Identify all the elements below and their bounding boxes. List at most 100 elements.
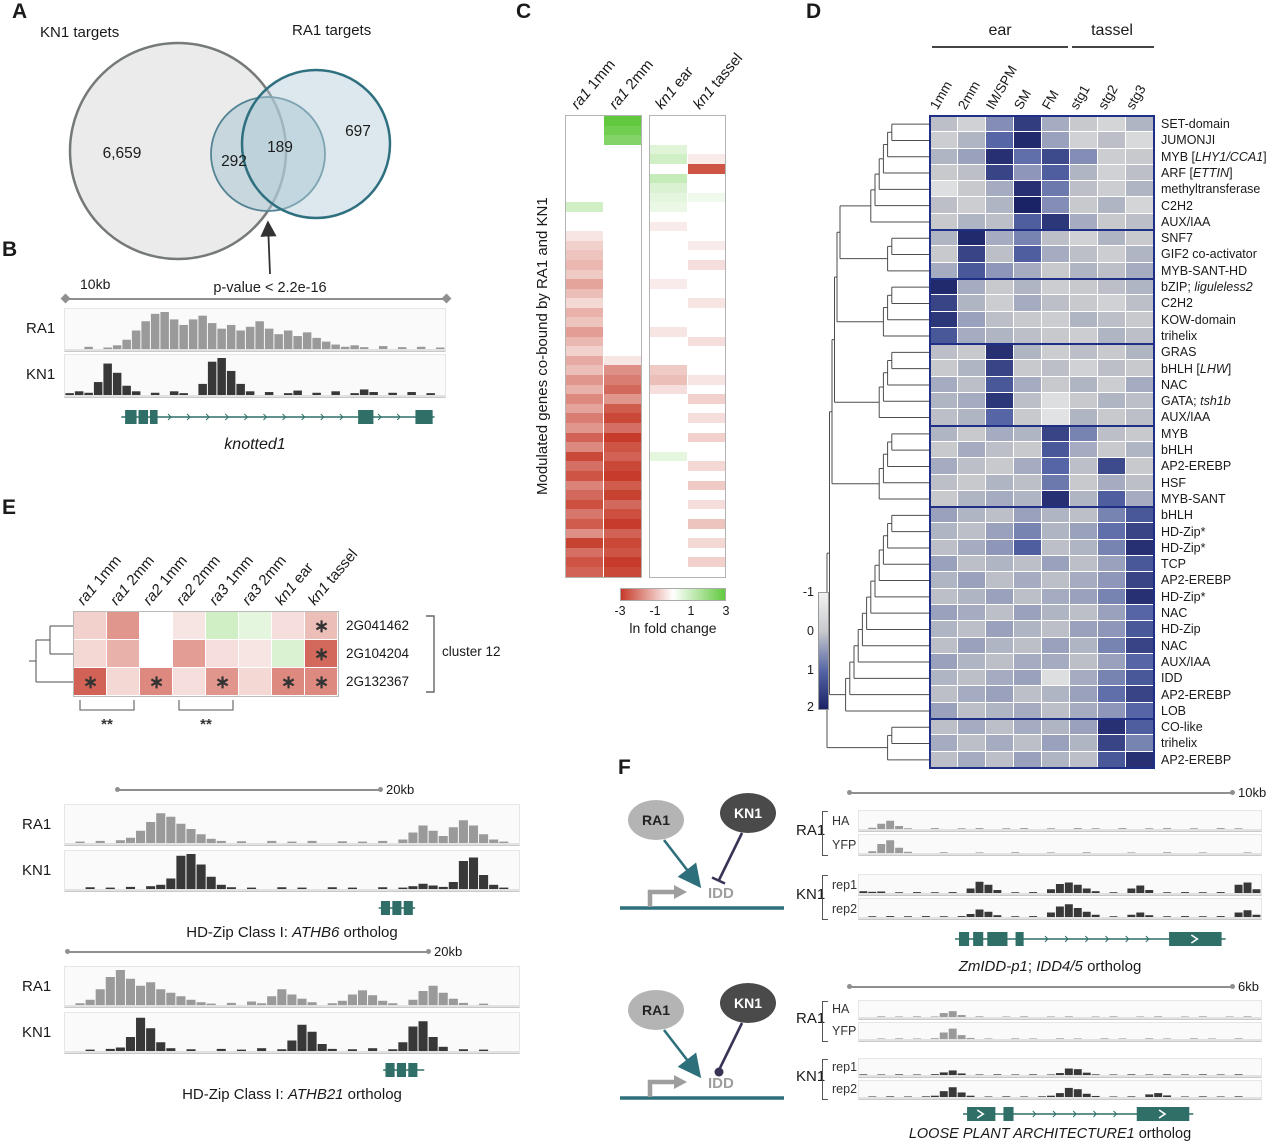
scale-end-icon bbox=[378, 787, 383, 792]
heatmap-cell bbox=[1098, 572, 1126, 589]
heatmap-cell bbox=[958, 474, 986, 491]
heatmap-cell bbox=[566, 566, 603, 577]
venn-kn1-only-count: 6,659 bbox=[103, 145, 142, 162]
heatmap-cell bbox=[650, 259, 687, 270]
row-label: trihelix bbox=[1161, 328, 1198, 343]
heatmap-cell bbox=[566, 288, 603, 299]
heatmap-cell bbox=[604, 365, 641, 376]
heatmap-cell bbox=[688, 423, 725, 433]
heatmap-cell bbox=[1126, 230, 1154, 247]
heatmap-cell bbox=[566, 403, 603, 414]
svg-text:RA1: RA1 bbox=[642, 1002, 670, 1018]
heatmap-cell bbox=[958, 556, 986, 573]
scale-bar bbox=[850, 792, 1232, 794]
heatmap-cell bbox=[688, 240, 725, 251]
heatmap-cell bbox=[305, 668, 338, 696]
heatmap-cell bbox=[986, 621, 1014, 638]
heatmap-cell bbox=[1098, 735, 1126, 752]
heatmap-cell bbox=[1126, 588, 1154, 605]
heatmap-cell bbox=[1014, 344, 1042, 361]
heatmap-cell bbox=[650, 538, 687, 548]
heatmap-cell bbox=[688, 509, 725, 519]
heatmap-cell bbox=[986, 490, 1014, 508]
heatmap-cell bbox=[986, 376, 1014, 394]
browser-caption: HD-Zip Class I: ATHB6 ortholog bbox=[186, 924, 398, 941]
heatmap-cell bbox=[650, 442, 687, 452]
heatmap-cell bbox=[1126, 181, 1154, 198]
subtrack-label: YFP bbox=[832, 1024, 857, 1038]
heatmap-cell bbox=[1098, 458, 1126, 475]
heatmap-cell bbox=[986, 409, 1014, 426]
heatmap-cell bbox=[1042, 278, 1070, 296]
heatmap-cell bbox=[650, 547, 687, 558]
heatmap-cell bbox=[986, 653, 1014, 671]
row-label: HSF bbox=[1161, 475, 1186, 490]
heatmap-cell bbox=[1014, 164, 1042, 182]
colorbar-tick: 2 bbox=[807, 700, 814, 714]
heatmap-cell bbox=[688, 384, 725, 395]
heatmap-cell bbox=[1042, 360, 1070, 377]
heatmap-cell bbox=[1098, 441, 1126, 459]
heatmap-cell bbox=[650, 480, 687, 491]
heatmap-cell bbox=[688, 307, 725, 318]
row-label: methyltransferase bbox=[1161, 182, 1261, 197]
heatmap-cell bbox=[1098, 327, 1126, 345]
heatmap-cell bbox=[566, 499, 603, 510]
heatmap-cell bbox=[604, 394, 641, 404]
heatmap-cell bbox=[604, 269, 641, 280]
heatmap-cell bbox=[1070, 556, 1098, 573]
heatmap-cell bbox=[566, 547, 603, 558]
colorbar-tick: 3 bbox=[722, 604, 730, 618]
heatmap-cell bbox=[566, 557, 603, 567]
heatmap-cell bbox=[986, 230, 1014, 247]
heatmap-cell bbox=[1126, 637, 1154, 654]
heatmap-cell bbox=[650, 240, 687, 251]
heatmap-cell bbox=[650, 518, 687, 529]
gene-model bbox=[858, 924, 1262, 954]
heatmap-cell bbox=[930, 637, 958, 654]
heatmap-cell bbox=[1098, 507, 1126, 524]
track-name-kn1: KN1 bbox=[22, 1024, 52, 1041]
heatmap-cell bbox=[986, 360, 1014, 377]
heatmap-cell bbox=[688, 125, 725, 136]
heatmap-cell bbox=[1098, 311, 1126, 328]
heatmap-cell bbox=[107, 612, 140, 640]
heatmap-cell bbox=[1014, 311, 1042, 328]
heatmap-cell bbox=[650, 470, 687, 481]
heatmap-cell bbox=[958, 311, 986, 328]
heatmap-cell bbox=[688, 490, 725, 500]
column-label: stg3 bbox=[1123, 82, 1149, 112]
heatmap-cell bbox=[1014, 621, 1042, 638]
heatmap-cell bbox=[140, 668, 173, 696]
heatmap-cell bbox=[1098, 425, 1126, 442]
heatmap-cell bbox=[650, 231, 687, 241]
heatmap-cell bbox=[305, 612, 338, 640]
cluster-bracket bbox=[426, 615, 435, 693]
heatmap-cell bbox=[1070, 621, 1098, 638]
regulation-diagram-2: RA1 KN1 IDD bbox=[620, 983, 784, 1100]
row-label: JUMONJI bbox=[1161, 133, 1216, 148]
heatmap-cell bbox=[930, 523, 958, 540]
heatmap-cell bbox=[650, 211, 687, 222]
heatmap-cell bbox=[604, 135, 641, 145]
gene-label: knotted1 bbox=[224, 436, 286, 453]
heatmap-cell bbox=[1070, 393, 1098, 410]
heatmap-cell bbox=[1098, 523, 1126, 540]
heatmap-cell bbox=[986, 164, 1014, 182]
heatmap-cell bbox=[74, 668, 107, 696]
track-name-ra1: RA1 bbox=[22, 978, 52, 995]
heatmap-cell bbox=[566, 375, 603, 385]
heatmap-cell bbox=[688, 250, 725, 260]
heatmap-cell bbox=[1098, 230, 1126, 247]
heatmap-cell bbox=[688, 317, 725, 328]
track-name-ra1: RA1 bbox=[22, 816, 52, 833]
heatmap-cell bbox=[566, 442, 603, 452]
heatmap-cell bbox=[1070, 425, 1098, 442]
row-label: CO-like bbox=[1161, 720, 1203, 735]
venn-overlap-outer-count: 292 bbox=[221, 153, 247, 170]
colorbar-tick: -1 bbox=[649, 604, 661, 618]
heatmap-cell bbox=[604, 518, 641, 529]
heatmap-cell bbox=[239, 668, 272, 696]
heatmap-cell bbox=[958, 458, 986, 475]
c-colorbar-label: ln fold change bbox=[629, 620, 717, 636]
